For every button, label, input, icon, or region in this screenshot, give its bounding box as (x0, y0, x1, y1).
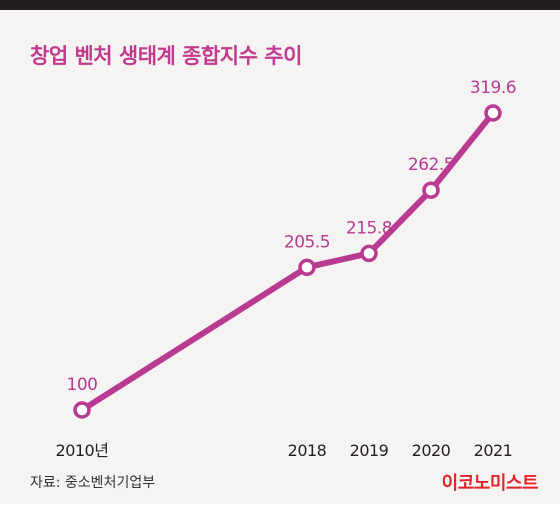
data-label: 262.5 (408, 155, 454, 175)
chart-title: 창업 벤처 생태계 종합지수 추이 (30, 44, 302, 68)
x-tick-label: 2010년 (56, 441, 109, 460)
data-point (484, 104, 502, 122)
x-tick-label: 2020 (412, 441, 451, 460)
data-point (298, 258, 316, 277)
data-point (360, 244, 378, 263)
data-label: 319.6 (470, 78, 516, 98)
x-tick-label: 2021 (474, 441, 513, 460)
x-tick-label: 2019 (350, 441, 389, 460)
top-bar (0, 0, 560, 10)
data-label: 215.8 (346, 218, 392, 238)
bottom-bar (0, 504, 560, 524)
data-point (73, 401, 91, 419)
data-label: 100 (67, 375, 98, 395)
data-label: 205.5 (284, 232, 330, 252)
source-note: 자료: 중소벤처기업부 (30, 475, 156, 491)
data-point (422, 181, 440, 199)
brand-logo: 이코노미스트 (441, 473, 539, 494)
x-tick-label: 2018 (288, 441, 327, 460)
